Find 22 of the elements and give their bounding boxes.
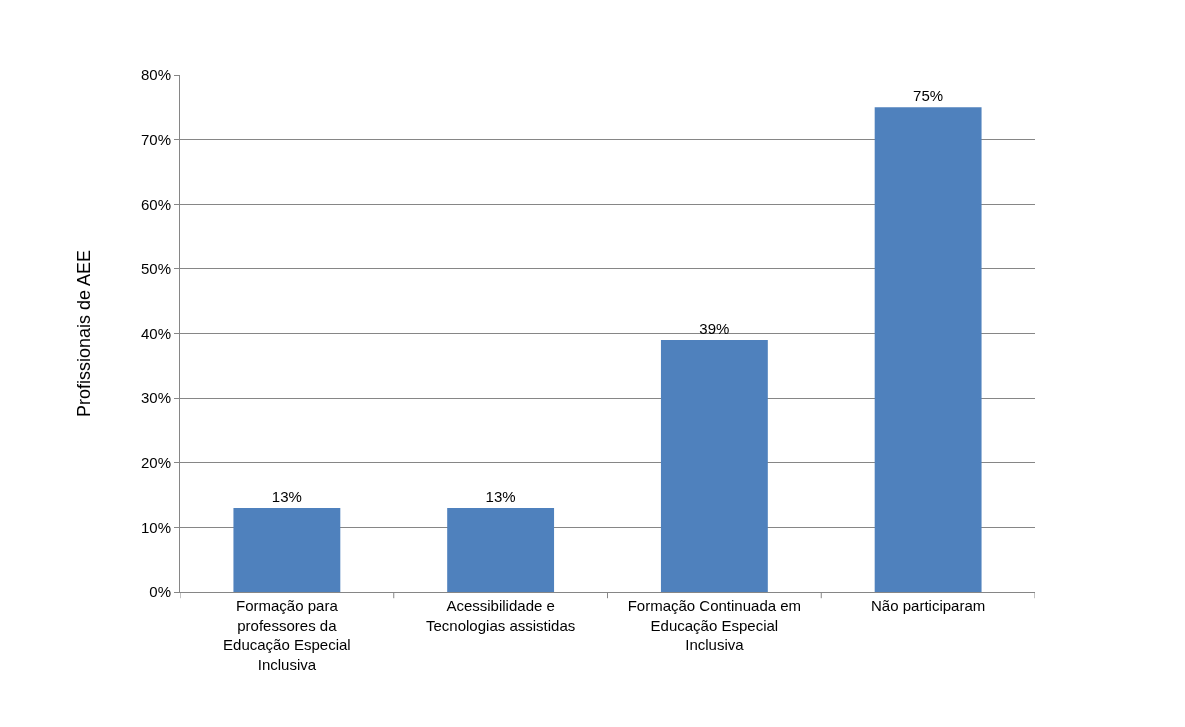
y-tick-label: 20% bbox=[140, 454, 171, 471]
data-label: 39% bbox=[699, 319, 730, 337]
x-tick-label: Acessibilidade e Tecnologias assistidas bbox=[426, 597, 576, 634]
y-tick-label: 70% bbox=[140, 130, 171, 148]
x-tick-label: Formação para professores da Educação Especial Inclusiva bbox=[223, 597, 351, 673]
y-tick-label: 80% bbox=[140, 66, 171, 84]
bar bbox=[233, 507, 341, 592]
data-label: 75% bbox=[913, 87, 944, 105]
bar bbox=[660, 339, 768, 592]
bar bbox=[874, 107, 982, 592]
x-tick-label: Não participaram bbox=[871, 597, 986, 614]
bar bbox=[447, 507, 555, 592]
y-tick-label: 60% bbox=[140, 195, 171, 213]
y-tick-label: 0% bbox=[149, 583, 171, 601]
y-tick-label: 40% bbox=[140, 324, 171, 342]
y-tick-label: 10% bbox=[140, 518, 171, 536]
x-tick-label: Formação Continuada em Educação Especial Inclusiva bbox=[627, 597, 802, 653]
y-tick-label: 30% bbox=[140, 389, 171, 407]
y-axis-title: Profissionais de AEE bbox=[74, 249, 95, 418]
data-label: 13% bbox=[485, 487, 516, 505]
data-label: 13% bbox=[271, 487, 302, 505]
y-tick-label: 50% bbox=[140, 260, 171, 278]
